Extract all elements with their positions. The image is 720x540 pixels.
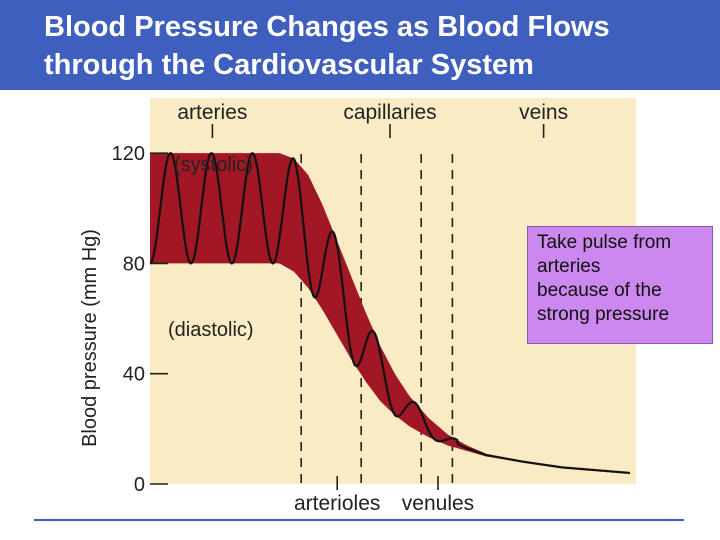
region-label-arteries: arteries — [177, 101, 247, 124]
region-label-arterioles: arterioles — [294, 492, 380, 515]
region-label-capillaries: capillaries — [343, 101, 436, 124]
region-label-veins: veins — [519, 101, 568, 124]
callout-line-4: strong pressure — [537, 304, 670, 325]
annotation-diastolic: (diastolic) — [168, 319, 254, 341]
y-tick-label-80: 80 — [123, 253, 145, 275]
y-tick-label-40: 40 — [123, 364, 145, 386]
footer-rule — [34, 519, 684, 521]
pulse-wave — [149, 152, 631, 475]
callout-line-3: because of the — [537, 280, 662, 301]
pulse-callout: Take pulse from arteries because of the … — [527, 226, 713, 344]
callout-line-2: arteries — [537, 256, 601, 277]
title-bar — [0, 0, 720, 90]
annotation-systolic: (systolic) — [174, 154, 253, 176]
slide-title: Blood Pressure Changes as Blood Flows th… — [44, 8, 704, 84]
region-label-venules: venules — [402, 492, 474, 515]
slide-title-line-2: through the Cardiovascular System — [44, 49, 534, 81]
slide-title-line-1: Blood Pressure Changes as Blood Flows — [44, 11, 610, 43]
y-tick-label-120: 120 — [112, 143, 145, 165]
pressure-band — [150, 153, 630, 473]
callout-line-1: Take pulse from — [537, 232, 672, 253]
y-axis-label: Blood pressure (mm Hg) — [79, 229, 101, 447]
y-tick-label-0: 0 — [134, 474, 145, 496]
